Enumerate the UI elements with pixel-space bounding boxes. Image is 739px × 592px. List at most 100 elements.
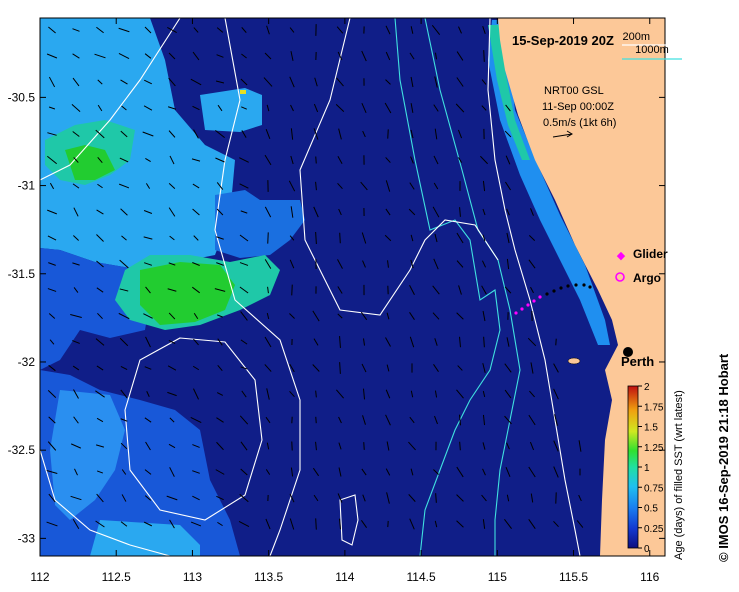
- y-tick-label: -30.5: [8, 90, 36, 104]
- argo-legend-label: Argo: [633, 271, 661, 285]
- credit-text: © IMOS 16-Sep-2019 21:18 Hobart: [716, 353, 731, 562]
- current-arrow: [168, 443, 176, 449]
- current-arrow: [313, 103, 319, 113]
- current-arrow: [72, 365, 80, 371]
- current-arrow: [146, 391, 150, 397]
- current-arrow: [169, 519, 175, 529]
- current-arrow: [315, 518, 317, 530]
- current-arrow: [239, 157, 249, 163]
- colorbar: [627, 385, 639, 549]
- current-arrow: [192, 495, 200, 501]
- current-arrow: [410, 129, 414, 139]
- current-arrow: [482, 519, 486, 529]
- colorbar-label: Age (days) of filled SST (wrt latest): [673, 390, 685, 560]
- current-arrow: [217, 104, 223, 112]
- current-arrow: [143, 105, 153, 111]
- glider-track-point: [566, 284, 570, 288]
- current-arrow: [72, 53, 80, 59]
- current-arrow: [192, 365, 200, 371]
- perth-marker: [623, 347, 633, 357]
- current-arrow: [313, 128, 319, 140]
- current-arrow: [266, 388, 270, 400]
- current-arrow: [410, 76, 414, 88]
- current-arrow: [385, 25, 391, 35]
- current-arrow: [216, 54, 224, 58]
- patch-green-center: [140, 262, 235, 325]
- current-arrow: [530, 286, 534, 294]
- current-arrow: [336, 77, 344, 87]
- current-arrow: [433, 155, 439, 165]
- x-tick-label: 114.5: [407, 570, 436, 584]
- current-arrow: [96, 234, 104, 242]
- current-arrow: [386, 312, 390, 320]
- current-arrow: [48, 416, 56, 424]
- current-arrow: [458, 414, 462, 426]
- current-arrow: [142, 131, 154, 137]
- current-arrow: [339, 232, 341, 244]
- colorbar-tick-label: 0.5: [644, 504, 658, 515]
- current-arrow: [362, 130, 366, 138]
- current-arrow: [408, 208, 416, 216]
- current-arrow: [458, 26, 462, 34]
- current-arrow: [48, 493, 56, 503]
- current-arrow: [338, 442, 342, 450]
- current-arrow: [121, 469, 127, 475]
- current-arrow: [48, 262, 56, 266]
- current-arrow: [95, 520, 105, 528]
- current-arrow: [504, 519, 512, 529]
- current-arrow: [410, 156, 414, 164]
- current-arrow: [264, 52, 272, 60]
- current-arrow: [385, 157, 391, 163]
- current-arrow: [167, 288, 177, 292]
- current-arrow: [434, 76, 438, 88]
- current-arrow: [72, 183, 80, 189]
- current-arrow: [410, 259, 414, 269]
- current-arrow: [456, 51, 464, 61]
- current-arrow: [456, 232, 464, 244]
- current-arrow: [74, 468, 78, 476]
- current-arrow: [529, 390, 535, 398]
- current-arrow: [410, 234, 414, 242]
- x-tick-label: 115.5: [559, 570, 588, 584]
- x-tick-label: 113.5: [254, 570, 283, 584]
- current-arrow: [145, 286, 151, 294]
- current-arrow: [168, 52, 176, 60]
- current-arrow: [530, 493, 534, 503]
- current-arrow: [47, 209, 57, 215]
- current-arrow: [385, 208, 391, 216]
- current-arrow: [337, 182, 343, 190]
- current-arrow: [384, 234, 392, 242]
- current-arrow: [456, 77, 464, 87]
- patch-green-north: [65, 145, 115, 180]
- current-arrow: [97, 79, 103, 85]
- current-arrow: [241, 390, 247, 398]
- current-arrow: [166, 495, 178, 501]
- current-arrow: [144, 469, 152, 475]
- current-arrow: [528, 259, 536, 269]
- current-arrow: [481, 79, 487, 85]
- current-arrow: [385, 414, 391, 426]
- current-arrow: [435, 493, 437, 503]
- glider-track-point: [588, 285, 592, 289]
- current-arrow: [119, 157, 129, 163]
- current-arrow: [360, 181, 368, 191]
- x-axis: 112 112.5 113 113.5 114 114.5 115 115.5 116: [30, 18, 660, 584]
- current-arrow: [216, 27, 224, 33]
- current-arrow: [337, 156, 343, 164]
- current-arrow: [47, 132, 57, 136]
- current-arrow: [120, 418, 128, 422]
- current-arrow: [481, 105, 487, 111]
- current-arrow: [193, 312, 199, 320]
- current-arrow: [313, 206, 319, 218]
- current-arrow: [409, 518, 415, 530]
- current-arrow: [289, 493, 295, 503]
- colorbar-tick-label: 1.25: [644, 443, 664, 454]
- current-arrow: [290, 467, 294, 477]
- current-arrow: [482, 442, 486, 450]
- current-arrow: [169, 467, 175, 477]
- current-arrow: [96, 470, 104, 474]
- current-arrow: [338, 208, 342, 216]
- current-arrow: [482, 363, 486, 373]
- current-arrow: [144, 79, 152, 85]
